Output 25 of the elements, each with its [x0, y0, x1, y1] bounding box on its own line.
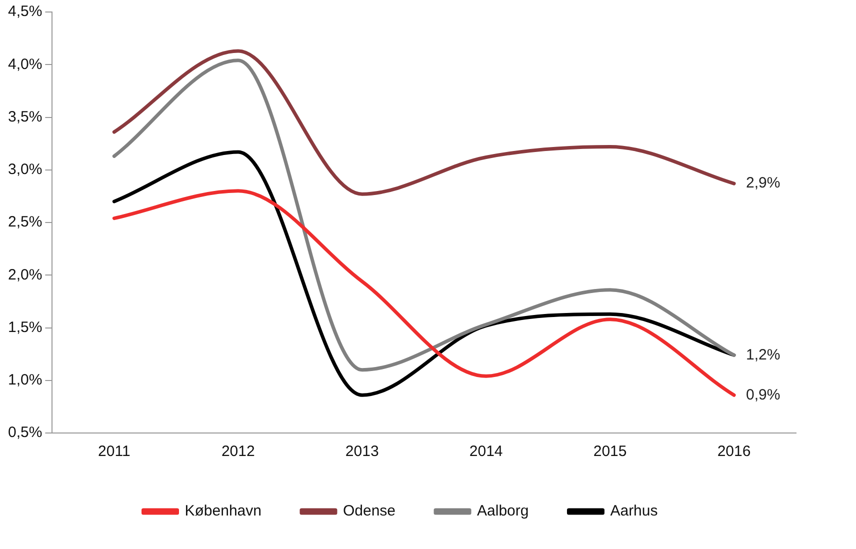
- legend-label: Aalborg: [477, 502, 529, 520]
- x-tick-label: 2012: [221, 443, 255, 460]
- y-tick-label: 1,0%: [8, 372, 42, 389]
- legend-label: København: [184, 502, 262, 520]
- y-tick-label: 2,5%: [8, 214, 42, 231]
- line-series: [112, 58, 736, 372]
- data-label: 0,9%: [746, 386, 780, 404]
- y-tick-label: 3,0%: [8, 161, 42, 178]
- x-tick-label: 2014: [469, 443, 503, 460]
- legend-label: Odense: [342, 502, 396, 520]
- x-tick-label: 2013: [345, 443, 379, 460]
- y-tick-label: 3,5%: [8, 108, 42, 126]
- line-series: [112, 189, 736, 397]
- line-series: [112, 49, 736, 196]
- x-tick-label: 2016: [717, 443, 751, 460]
- y-tick-label: 4,0%: [8, 56, 42, 73]
- y-tick-label: 0,5%: [8, 424, 42, 442]
- y-tick-label: 2,0%: [8, 266, 42, 284]
- y-tick-label: 4,5%: [8, 3, 42, 20]
- x-tick-label: 2015: [593, 443, 627, 460]
- legend-label: Aarhus: [610, 502, 658, 520]
- y-tick-label: 1,5%: [8, 318, 42, 336]
- data-label: 2,9%: [746, 174, 780, 192]
- data-label: 1,2%: [746, 346, 780, 364]
- x-tick-label: 2011: [98, 443, 130, 460]
